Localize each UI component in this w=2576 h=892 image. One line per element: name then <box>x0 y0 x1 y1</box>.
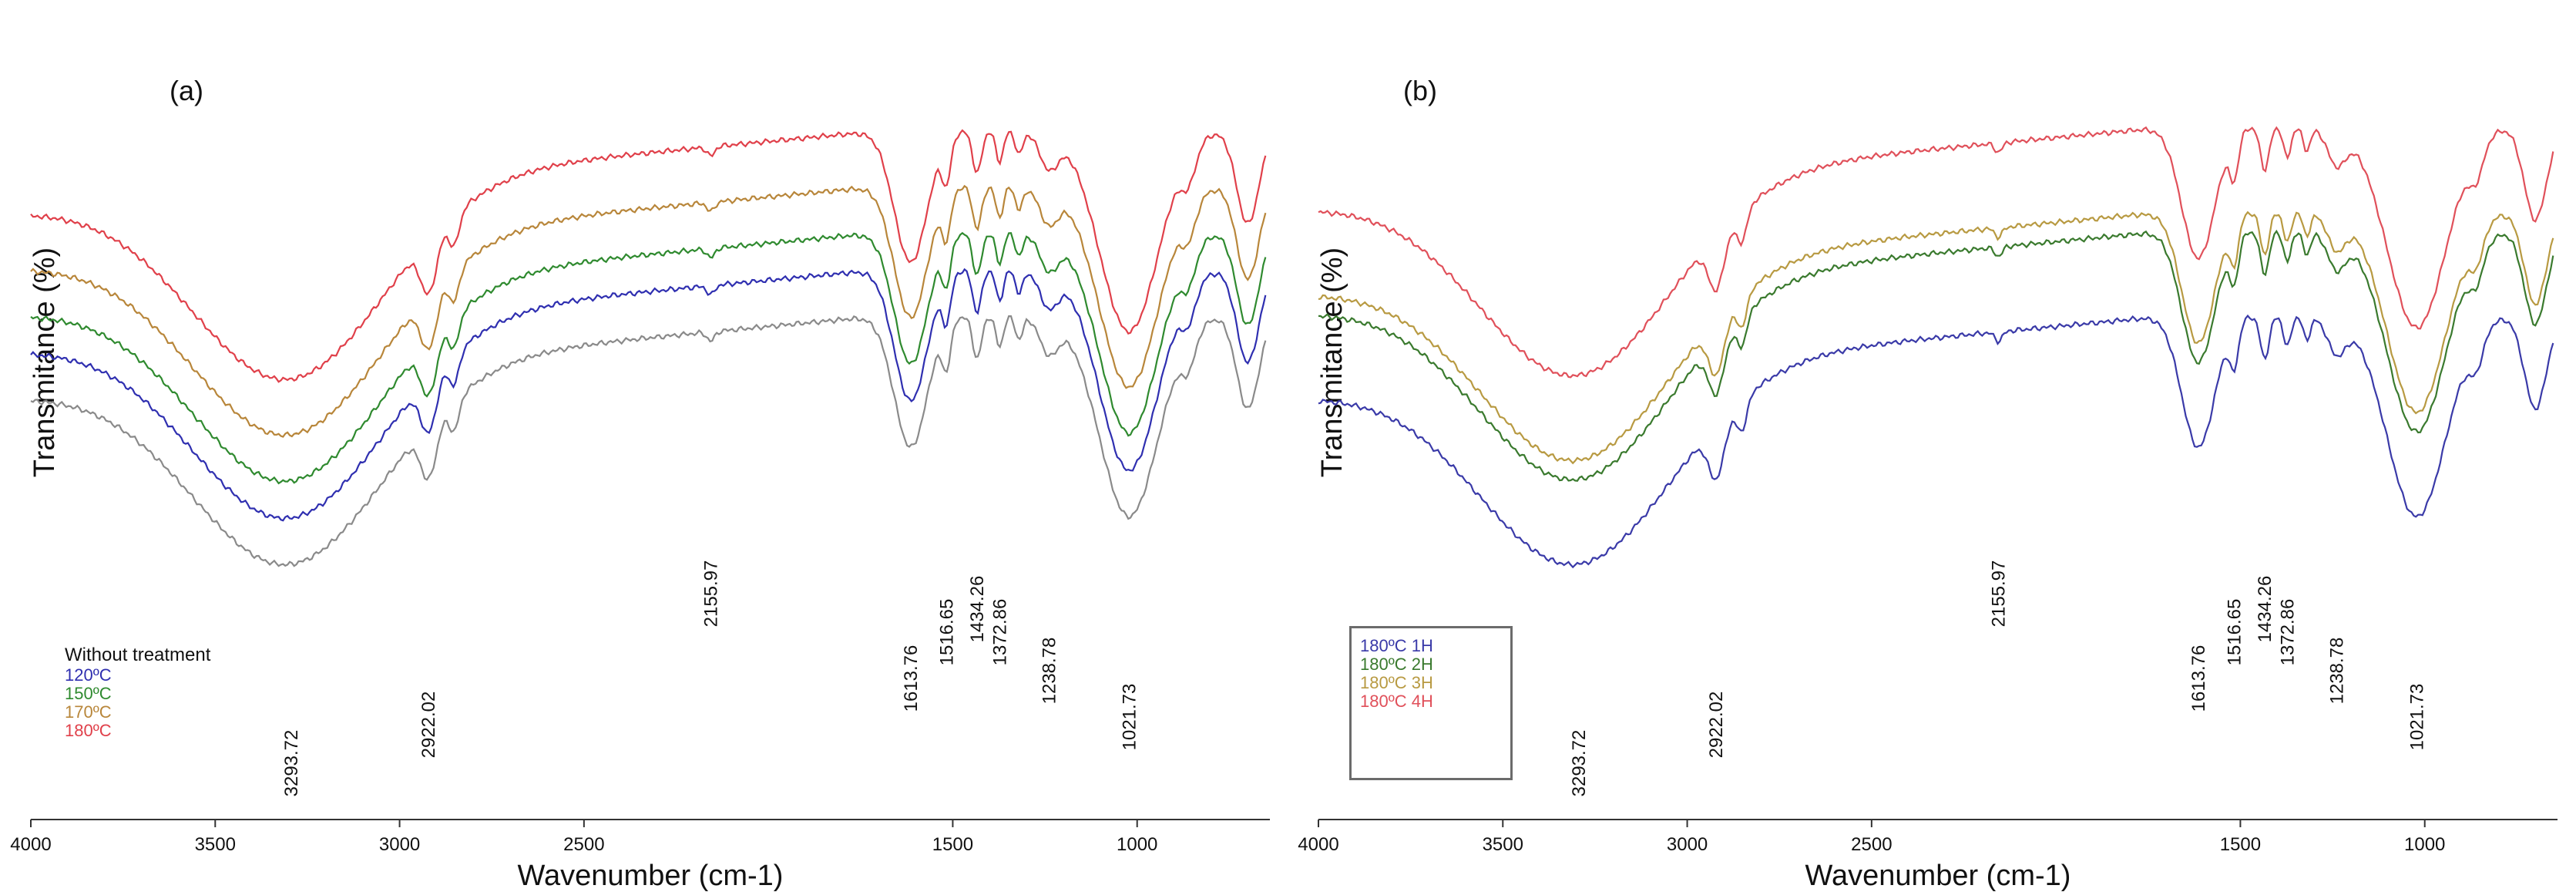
x-tick-label: 4000 <box>1298 834 1338 855</box>
y-axis-title: Transmitance (%) <box>1316 247 1348 477</box>
chart-panel-a: 4000 3500 3000 2500 1500 1000 Wavenumber (cm-1… <box>10 75 1270 892</box>
legend-a: Without treatment 120ºC 150ºC 170ºC 180ºC <box>65 645 210 740</box>
x-tick-label: 1000 <box>2404 834 2445 855</box>
peak-label: 1238.78 <box>2326 638 2347 705</box>
legend-item: 180ºC <box>65 721 112 740</box>
x-tick-label: 4000 <box>10 834 51 855</box>
series-line <box>1318 229 2554 482</box>
x-tick-label: 2500 <box>563 834 604 855</box>
peak-label: 2155.97 <box>1989 560 2010 628</box>
legend-header: Without treatment <box>65 645 211 665</box>
series-line <box>1318 210 2554 465</box>
peak-label: 1516.65 <box>2225 599 2245 666</box>
peak-label: 1613.76 <box>901 645 922 712</box>
x-axis-title: Wavenumber (cm-1) <box>1805 860 2071 892</box>
x-tick-label: 3500 <box>1483 834 1523 855</box>
x-tick-label: 1500 <box>932 834 973 855</box>
peak-label: 3293.72 <box>1569 730 1590 797</box>
legend-b: 180ºC 1H 180ºC 2H 180ºC 3H 180ºC 4H <box>1360 637 1433 711</box>
legend-item: 170ºC <box>65 702 112 722</box>
peak-label: 1516.65 <box>937 599 958 666</box>
legend-item: 150ºC <box>65 684 112 703</box>
peak-label: 2922.02 <box>418 692 439 759</box>
peak-label: 3293.72 <box>281 730 302 797</box>
x-tick-label: 1500 <box>2220 834 2261 855</box>
panel-label: (b) <box>1403 75 1437 106</box>
x-tick-label: 1000 <box>1117 834 1157 855</box>
series-line <box>30 268 1267 522</box>
series-line <box>30 231 1267 485</box>
legend-item: 180ºC 4H <box>1360 692 1433 711</box>
x-tick-label: 3000 <box>1667 834 1708 855</box>
chart-panel-b: 4000 3500 3000 2500 1500 1000 Wavenumber (cm-1… <box>1288 0 2576 892</box>
series-line <box>30 129 1267 383</box>
legend-item: 180ºC 1H <box>1360 636 1433 655</box>
peak-label: 1238.78 <box>1039 638 1060 705</box>
peak-label: 1434.26 <box>2255 576 2275 643</box>
peak-label: 2155.97 <box>701 560 722 628</box>
ftir-chart-b: 4000 3500 3000 2500 1500 1000 Wavenumber (cm-1… <box>1298 75 2558 892</box>
y-axis-title: Transmitance (%) <box>29 247 61 477</box>
legend-b-frame <box>1349 626 1513 780</box>
peak-label: 1613.76 <box>2188 645 2209 712</box>
series-line <box>1318 126 2554 379</box>
x-tick-label: 3500 <box>195 834 236 855</box>
legend-item: 180ºC 2H <box>1360 655 1433 674</box>
series-line <box>30 184 1267 438</box>
peak-label: 1372.86 <box>2277 599 2298 666</box>
ftir-chart-a: 4000 3500 3000 2500 1500 1000 Wavenumber (cm-1… <box>10 75 1270 892</box>
peak-label: 1434.26 <box>967 576 988 643</box>
x-tick-label: 2500 <box>1851 834 1892 855</box>
series-line <box>1318 314 2554 569</box>
peak-label: 1372.86 <box>989 599 1010 666</box>
legend-item: 180ºC 3H <box>1360 673 1433 692</box>
panel-label: (a) <box>170 75 203 106</box>
x-axis-title: Wavenumber (cm-1) <box>518 860 784 892</box>
peak-label: 2922.02 <box>1706 692 1727 759</box>
peak-label: 1021.73 <box>1119 684 1140 751</box>
peak-label: 1021.73 <box>2406 684 2427 751</box>
series-line <box>30 315 1267 567</box>
x-tick-label: 3000 <box>379 834 420 855</box>
legend-item: 120ºC <box>65 665 112 685</box>
